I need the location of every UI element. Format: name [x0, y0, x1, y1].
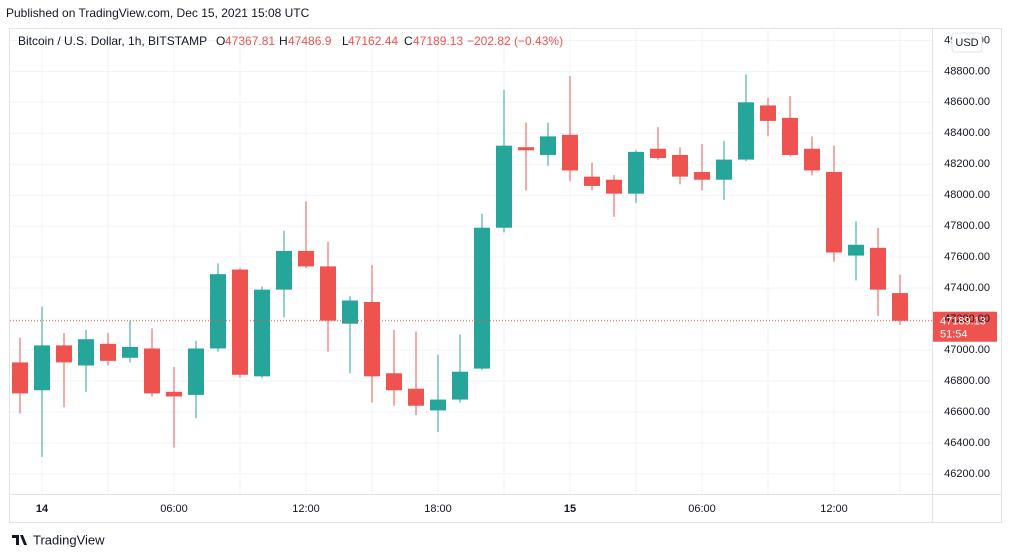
currency-button[interactable]	[951, 32, 983, 53]
candle-body	[166, 391, 182, 397]
x-tick-label: 12:00	[292, 503, 320, 515]
candle-body	[870, 247, 886, 290]
candle-body	[694, 171, 710, 180]
candle-body	[826, 171, 842, 253]
candle-body	[540, 136, 556, 155]
ohlc-value: 47486.9	[288, 34, 332, 48]
x-tick-label: 15	[564, 503, 576, 515]
y-tick-label: 47000.00	[944, 344, 990, 356]
candle-body	[320, 266, 336, 321]
candle-body	[78, 339, 94, 366]
candle-body	[606, 179, 622, 194]
candle-body	[144, 348, 160, 394]
price-tag-value: 47189.13	[940, 316, 986, 328]
logo	[12, 535, 27, 545]
candle-body	[122, 346, 138, 358]
logo-mark	[12, 535, 27, 545]
price-tag	[933, 311, 997, 342]
candle-body	[364, 302, 380, 377]
candle-body	[782, 117, 798, 155]
y-tick-label: 48800.00	[944, 65, 990, 77]
x-tick-label: 06:00	[688, 503, 716, 515]
candle-body	[650, 148, 666, 159]
candle-body	[716, 159, 732, 180]
candle-body	[496, 145, 512, 228]
frame	[9, 28, 1002, 523]
candle-body	[760, 105, 776, 121]
y-tick-label: 46400.00	[944, 437, 990, 449]
candle-body	[188, 348, 204, 395]
candle-body	[474, 227, 490, 369]
ohlc-letter: L	[342, 34, 349, 48]
candle-body	[210, 274, 226, 349]
candle-body	[34, 345, 50, 391]
candle-body	[12, 362, 28, 394]
ohlc-letter: O	[216, 34, 225, 48]
candle-body	[452, 371, 468, 400]
candle-body	[408, 388, 424, 406]
currency-label[interactable]: USD	[955, 37, 978, 49]
candle-body	[56, 345, 72, 363]
candle-body	[804, 148, 820, 171]
ohlc-value: 47367.81	[225, 34, 275, 48]
candle-body	[562, 134, 578, 171]
candle-body	[584, 176, 600, 186]
y-tick-label: 47800.00	[944, 220, 990, 232]
y-tick-label: 48200.00	[944, 158, 990, 170]
ohlc-letter: H	[279, 34, 288, 48]
candle-body	[254, 289, 270, 377]
x-tick-label: 12:00	[820, 503, 848, 515]
x-tick-label: 18:00	[424, 503, 452, 515]
ohlc-letter: C	[404, 34, 413, 48]
candle-body	[628, 151, 644, 194]
y-tick-label: 47400.00	[944, 282, 990, 294]
y-tick-label: 48600.00	[944, 96, 990, 108]
y-tick-label: 48000.00	[944, 189, 990, 201]
y-tick-label: 46600.00	[944, 406, 990, 418]
candle-body	[276, 250, 292, 290]
countdown: 51:54	[940, 329, 968, 341]
ohlc-value: 47189.13	[413, 34, 463, 48]
axis-labels: 46200.00 46400.00 46600.00 46800.00 47000.00…	[36, 34, 990, 515]
candle-body	[738, 102, 754, 160]
ohlc-value: 47162.44	[348, 34, 398, 48]
candle-body	[518, 147, 534, 151]
header: Published on TradingView.com, Dec 15, 20…	[6, 6, 310, 20]
y-tick-label: 46200.00	[944, 468, 990, 480]
candle-body	[848, 244, 864, 256]
x-tick-label: 06:00	[160, 503, 188, 515]
candle-body	[342, 300, 358, 324]
x-tick-label: 14	[36, 503, 49, 515]
candle-body	[232, 269, 248, 375]
y-tick-label: 46800.00	[944, 375, 990, 387]
candle-body	[892, 293, 908, 321]
grid	[10, 28, 932, 494]
candle-body	[386, 373, 402, 391]
candle-body	[430, 399, 446, 411]
y-tick-label: 47600.00	[944, 251, 990, 263]
y-tick-label: 47200.00	[944, 313, 990, 325]
chart-title: Bitcoin / U.S. Dollar, 1h, BITSTAMP	[18, 34, 207, 48]
candle-body	[672, 154, 688, 177]
candles	[10, 74, 997, 457]
ohlc-change: −202.82 (−0.43%)	[467, 34, 563, 48]
candle-body	[298, 250, 314, 267]
candle-body	[100, 343, 116, 361]
y-tick-label: 48400.00	[944, 127, 990, 139]
brand: TradingView	[33, 532, 105, 547]
